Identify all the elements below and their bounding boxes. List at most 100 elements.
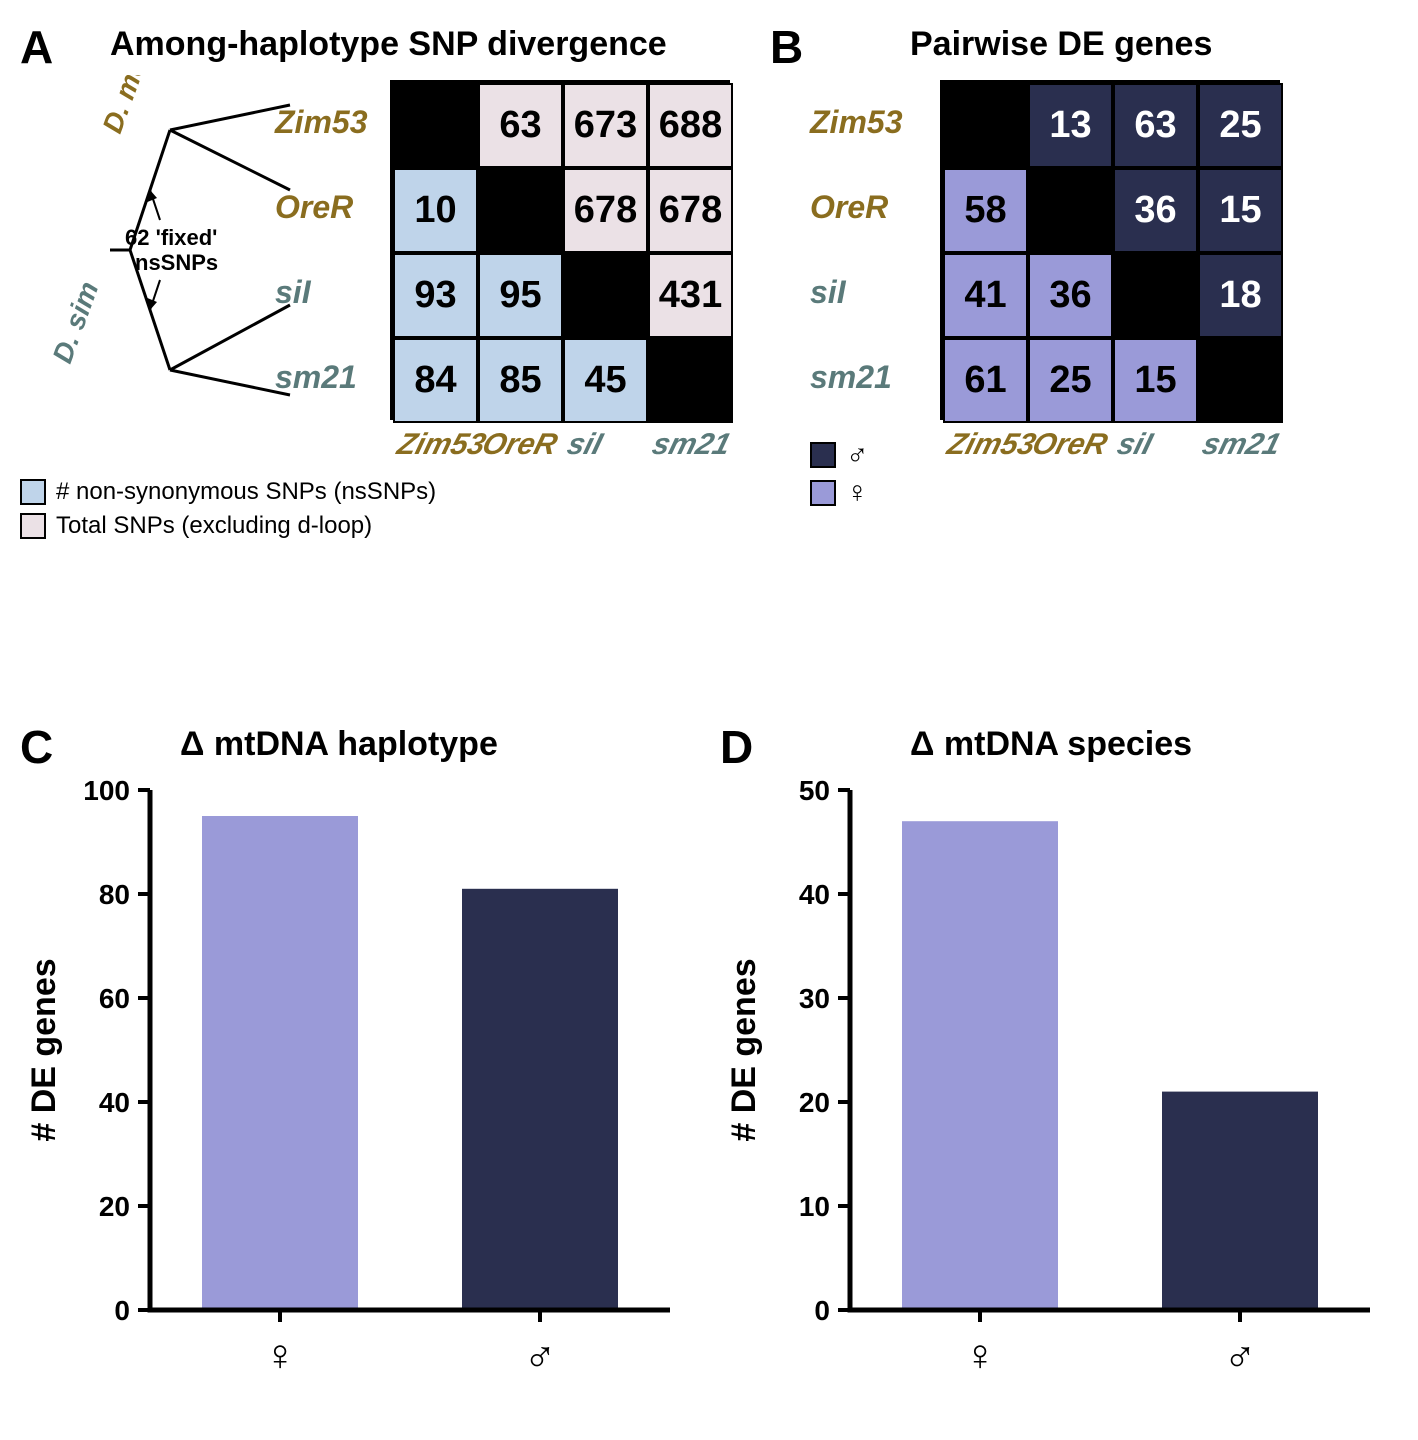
matrix-cell: 84 bbox=[393, 338, 478, 423]
y-tick-label: 10 bbox=[799, 1191, 830, 1222]
panel-c-title: Δ mtDNA haplotype bbox=[180, 725, 498, 764]
panel-a-rowlabels: Zim53 OreR siI sm21 bbox=[275, 80, 367, 420]
b-rowlabel-sm21: sm21 bbox=[810, 335, 902, 420]
col-label: OreR bbox=[1028, 428, 1110, 462]
b-rowlabel-zim53: Zim53 bbox=[810, 80, 902, 165]
matrix-cell: 45 bbox=[563, 338, 648, 423]
matrix-cell: 63 bbox=[1113, 83, 1198, 168]
matrix-cell: 36 bbox=[1028, 253, 1113, 338]
species-mel: D. mel bbox=[97, 75, 155, 137]
panel-a-collabels: Zim53OreRsiIsm21 bbox=[390, 428, 730, 478]
panel-b-rowlabels: Zim53 OreR siI sm21 bbox=[810, 80, 902, 420]
matrix-cell: 673 bbox=[563, 83, 648, 168]
matrix-cell: 41 bbox=[943, 253, 1028, 338]
y-tick-label: 30 bbox=[799, 983, 830, 1014]
panel-a-legend: # non-synonymous SNPs (nsSNPs) Total SNP… bbox=[20, 478, 436, 540]
panel-a-title: Among-haplotype SNP divergence bbox=[110, 25, 667, 64]
legend-female-swatch bbox=[810, 480, 836, 506]
y-tick-label: 50 bbox=[799, 775, 830, 806]
panel-b-title: Pairwise DE genes bbox=[910, 25, 1212, 64]
col-label: siI bbox=[1113, 428, 1155, 462]
b-rowlabel-sii: siI bbox=[810, 250, 902, 335]
matrix-cell: 95 bbox=[478, 253, 563, 338]
panel-a-label: A bbox=[20, 20, 53, 74]
rowlabel-orer: OreR bbox=[275, 165, 367, 250]
matrix-cell: 25 bbox=[1028, 338, 1113, 423]
matrix-cell bbox=[1028, 168, 1113, 253]
y-tick-label: 0 bbox=[814, 1295, 830, 1326]
col-label: Zim53 bbox=[393, 428, 489, 462]
matrix-cell bbox=[1113, 253, 1198, 338]
panel-a: A Among-haplotype SNP divergence D. mel … bbox=[20, 20, 740, 580]
panel-b-legend: ♂ ♀ bbox=[810, 438, 869, 510]
b-rowlabel-orer: OreR bbox=[810, 165, 902, 250]
matrix-cell: 678 bbox=[648, 168, 733, 253]
panel-c-chart: 0 20 40 60 80 100 ♀ ♂ # DE genes bbox=[20, 770, 700, 1410]
matrix-cell: 678 bbox=[563, 168, 648, 253]
x-category-label: ♂ bbox=[524, 1331, 557, 1380]
matrix-cell bbox=[1198, 338, 1283, 423]
y-tick-label: 20 bbox=[99, 1191, 130, 1222]
col-label: OreR bbox=[478, 428, 560, 462]
panel-d-chart: 01020304050♀♂# DE genes bbox=[720, 770, 1400, 1410]
panel-b-matrix: 136325583615413618612515 bbox=[940, 80, 1280, 420]
panel-a-matrix: 63673688106786789395431848545 bbox=[390, 80, 730, 420]
matrix-cell: 25 bbox=[1198, 83, 1283, 168]
matrix-cell: 13 bbox=[1028, 83, 1113, 168]
panel-b-label: B bbox=[770, 20, 803, 74]
matrix-cell: 36 bbox=[1113, 168, 1198, 253]
y-tick-label: 40 bbox=[799, 879, 830, 910]
bar bbox=[462, 889, 618, 1310]
matrix-cell: 431 bbox=[648, 253, 733, 338]
matrix-cell bbox=[393, 83, 478, 168]
legend-upper-swatch bbox=[20, 513, 46, 539]
matrix-cell: 85 bbox=[478, 338, 563, 423]
y-tick-label: 60 bbox=[99, 983, 130, 1014]
tree-note-2: nsSNPs bbox=[135, 250, 218, 275]
panel-b-collabels: Zim53OreRsiIsm21 bbox=[940, 428, 1280, 478]
panel-b: B Pairwise DE genes Zim53 OreR siI sm21 … bbox=[770, 20, 1410, 580]
panel-c-label: C bbox=[20, 720, 53, 774]
matrix-cell: 58 bbox=[943, 168, 1028, 253]
bar bbox=[1162, 1092, 1318, 1310]
legend-lower-swatch bbox=[20, 479, 46, 505]
matrix-cell: 10 bbox=[393, 168, 478, 253]
matrix-cell: 688 bbox=[648, 83, 733, 168]
matrix-cell bbox=[943, 83, 1028, 168]
x-category-label: ♀ bbox=[964, 1331, 997, 1380]
col-label: siI bbox=[563, 428, 605, 462]
x-category-label: ♀ bbox=[264, 1331, 297, 1380]
matrix-cell bbox=[563, 253, 648, 338]
legend-female-symbol: ♀ bbox=[846, 476, 869, 510]
matrix-cell: 15 bbox=[1198, 168, 1283, 253]
rowlabel-sii: siI bbox=[275, 250, 367, 335]
panel-d-label: D bbox=[720, 720, 753, 774]
panel-d: D Δ mtDNA species 01020304050♀♂# DE gene… bbox=[720, 720, 1410, 1420]
panel-d-title: Δ mtDNA species bbox=[910, 725, 1192, 764]
y-tick-label: 80 bbox=[99, 879, 130, 910]
col-label: sm21 bbox=[648, 428, 734, 462]
matrix-cell: 15 bbox=[1113, 338, 1198, 423]
y-tick-label: 40 bbox=[99, 1087, 130, 1118]
legend-lower-text: # non-synonymous SNPs (nsSNPs) bbox=[56, 478, 436, 506]
col-label: Zim53 bbox=[943, 428, 1039, 462]
legend-male-symbol: ♂ bbox=[846, 438, 869, 472]
legend-male-swatch bbox=[810, 442, 836, 468]
y-tick-label: 100 bbox=[83, 775, 130, 806]
col-label: sm21 bbox=[1198, 428, 1284, 462]
legend-upper-text: Total SNPs (excluding d-loop) bbox=[56, 512, 372, 540]
panel-c: C Δ mtDNA haplotype 0 20 40 60 80 100 ♀ ♂ # DE g… bbox=[20, 720, 710, 1420]
matrix-cell: 63 bbox=[478, 83, 563, 168]
tree-note-1: 62 'fixed' bbox=[125, 225, 217, 250]
matrix-cell bbox=[648, 338, 733, 423]
rowlabel-zim53: Zim53 bbox=[275, 80, 367, 165]
bar bbox=[202, 816, 358, 1310]
y-axis-label: # DE genes bbox=[25, 958, 63, 1141]
rowlabel-sm21: sm21 bbox=[275, 335, 367, 420]
matrix-cell: 18 bbox=[1198, 253, 1283, 338]
y-axis-label: # DE genes bbox=[725, 958, 763, 1141]
matrix-cell bbox=[478, 168, 563, 253]
y-tick-label: 20 bbox=[799, 1087, 830, 1118]
y-tick-label: 0 bbox=[114, 1295, 130, 1326]
bar bbox=[902, 821, 1058, 1310]
